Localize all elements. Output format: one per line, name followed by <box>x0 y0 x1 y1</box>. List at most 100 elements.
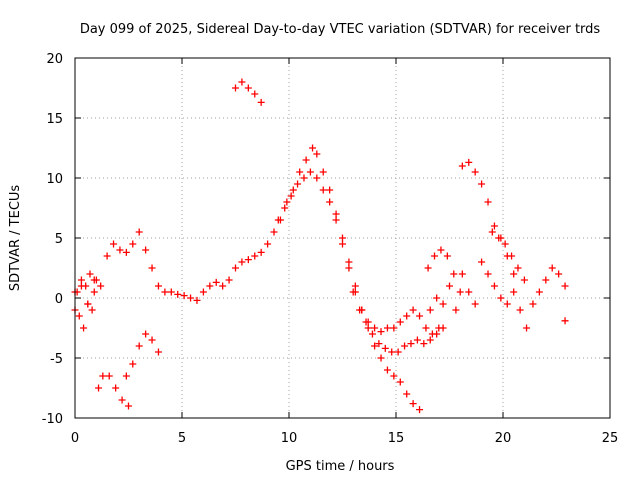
data-point <box>112 384 120 392</box>
data-point <box>281 204 289 212</box>
data-point <box>225 276 233 284</box>
data-point <box>356 306 364 314</box>
data-point <box>409 306 417 314</box>
x-tick-label: 0 <box>71 431 79 446</box>
data-point <box>377 328 385 336</box>
data-point <box>420 340 428 348</box>
data-point <box>187 294 195 302</box>
series-outlier-right <box>561 317 569 325</box>
data-point <box>300 174 308 182</box>
data-point <box>270 228 278 236</box>
data-point <box>458 162 466 170</box>
data-point <box>232 264 239 272</box>
series-left-low <box>95 372 132 410</box>
data-point <box>244 84 252 92</box>
data-point <box>95 384 103 392</box>
data-point <box>319 186 327 194</box>
data-point <box>86 270 94 278</box>
series-left-early <box>71 270 100 332</box>
data-point <box>478 180 486 188</box>
data-point <box>309 144 317 152</box>
data-point <box>238 258 246 266</box>
x-tick-label: 25 <box>602 431 619 446</box>
data-point <box>471 300 479 308</box>
y-tick-label: 10 <box>46 172 63 187</box>
data-point <box>401 342 409 350</box>
data-point <box>490 222 498 230</box>
data-point <box>529 300 537 308</box>
data-point <box>403 390 411 398</box>
data-point <box>199 288 207 296</box>
data-point <box>484 270 492 278</box>
data-point <box>116 246 124 254</box>
y-tick-label: 0 <box>55 292 63 307</box>
data-point <box>523 324 531 332</box>
data-point <box>375 340 383 348</box>
series-peak-17 <box>424 246 464 296</box>
data-point <box>142 246 150 254</box>
data-point <box>516 306 524 314</box>
data-point <box>497 294 505 302</box>
axis-ticks: 0 5 10 15 20 25 -10 -5 0 5 10 15 20 <box>42 52 619 446</box>
data-point <box>424 264 432 272</box>
data-point <box>450 270 458 278</box>
data-point <box>238 78 246 86</box>
y-axis-label: SDTVAR / TECUs <box>8 185 23 292</box>
data-point <box>510 270 518 278</box>
data-point <box>446 282 453 290</box>
series-left-mid <box>122 330 162 380</box>
data-point <box>251 90 259 98</box>
data-point <box>326 186 334 194</box>
data-point <box>75 312 83 320</box>
series-top-arc <box>232 78 265 106</box>
data-point <box>287 192 295 200</box>
data-point <box>390 372 398 380</box>
data-point <box>122 372 130 380</box>
data-point <box>503 300 511 308</box>
series-mid-right <box>488 228 528 284</box>
data-point <box>413 336 421 344</box>
data-point <box>443 252 451 260</box>
series-mid-arc <box>349 288 447 356</box>
data-point <box>465 158 473 166</box>
data-point <box>174 290 182 298</box>
data-point <box>351 282 359 290</box>
series-main-arc <box>71 144 443 338</box>
data-point <box>383 366 391 374</box>
data-point <box>129 240 137 248</box>
data-point <box>88 306 96 314</box>
data-point <box>433 294 441 302</box>
data-point <box>84 300 92 308</box>
data-point <box>257 98 265 106</box>
data-point <box>219 282 227 290</box>
data-point <box>349 288 357 296</box>
data-point <box>232 84 239 92</box>
data-point <box>99 372 107 380</box>
x-tick-label: 10 <box>281 431 298 446</box>
data-point <box>257 248 265 256</box>
data-point <box>345 264 353 272</box>
y-tick-label: -5 <box>50 352 63 367</box>
data-point <box>77 276 85 284</box>
data-point <box>416 312 424 320</box>
data-point <box>478 258 486 266</box>
data-point <box>244 256 252 264</box>
data-point <box>289 186 297 194</box>
data-point <box>294 180 302 188</box>
data-point <box>471 168 479 176</box>
data-point <box>514 264 522 272</box>
data-point <box>416 406 424 414</box>
data-point <box>97 282 105 290</box>
data-point <box>154 282 162 290</box>
data-point <box>345 258 353 266</box>
y-tick-label: 20 <box>46 52 63 67</box>
data-point <box>103 252 111 260</box>
data-point <box>339 234 346 242</box>
data-point <box>339 240 346 248</box>
data-point <box>154 348 162 356</box>
data-point <box>326 198 334 206</box>
data-point <box>125 402 132 410</box>
data-point <box>407 340 415 348</box>
data-point <box>313 150 321 158</box>
